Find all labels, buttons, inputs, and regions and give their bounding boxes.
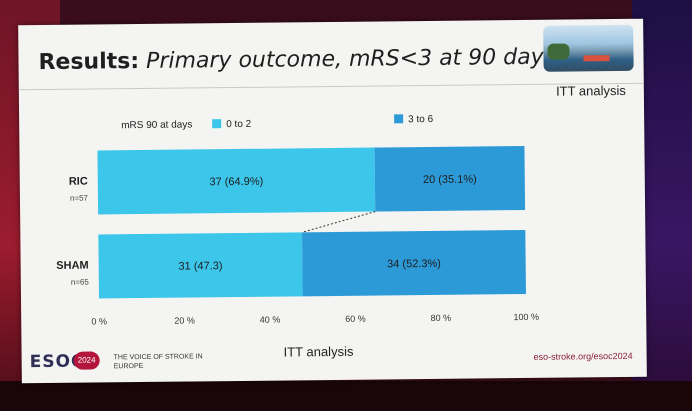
legend-label-3-to-6: 3 to 6: [408, 114, 434, 125]
category-label-ric: RIC: [69, 176, 88, 188]
itt-label-bottom: ITT analysis: [283, 343, 354, 360]
x-tick-4: 80 %: [431, 313, 452, 323]
legend-swatch-3-to-6: [394, 114, 404, 124]
bar-ric-3-to-6: [374, 145, 526, 212]
legend-swatch-0-to-2: [212, 119, 222, 129]
year-badge: 2024: [73, 351, 100, 370]
conference-url: eso-stroke.org/esoc2024: [533, 350, 633, 362]
bar-label-ric-1: 20 (35.1%): [423, 173, 477, 186]
x-tick-3: 60 %: [345, 314, 366, 324]
bar-sham-0-to-2: [98, 232, 303, 299]
category-n-sham: n=65: [71, 278, 90, 287]
x-tick-0: 0 %: [91, 316, 107, 326]
bar-label-sham-1: 34 (52.3%): [387, 258, 441, 271]
bar-label-sham-0: 31 (47.3): [178, 260, 222, 272]
bar-sham-3-to-6: [302, 229, 526, 297]
x-tick-1: 20 %: [174, 315, 195, 325]
bar-label-ric-0: 37 (64.9%): [209, 176, 263, 189]
x-tick-2: 40 %: [260, 315, 281, 325]
background-bottom: [0, 381, 692, 411]
legend-label-0-to-2: 0 to 2: [226, 119, 252, 130]
category-n-ric: n=57: [70, 194, 89, 203]
x-tick-5: 100 %: [513, 312, 539, 322]
category-label-sham: SHAM: [56, 260, 89, 272]
bar-ric-0-to-2: [97, 147, 376, 215]
tagline: THE VOICE OF STROKE IN EUROPE: [113, 353, 203, 371]
slide: Results: Primary outcome, mRS<3 at 90 da…: [18, 18, 647, 384]
stacked-bar-chart: mRS 90 at days 0 to 2 3 to 6 37 (64.9%) 20 (…: [56, 114, 539, 327]
boundary-connector: [301, 211, 376, 233]
legend-title: mRS 90 at days: [121, 119, 192, 131]
